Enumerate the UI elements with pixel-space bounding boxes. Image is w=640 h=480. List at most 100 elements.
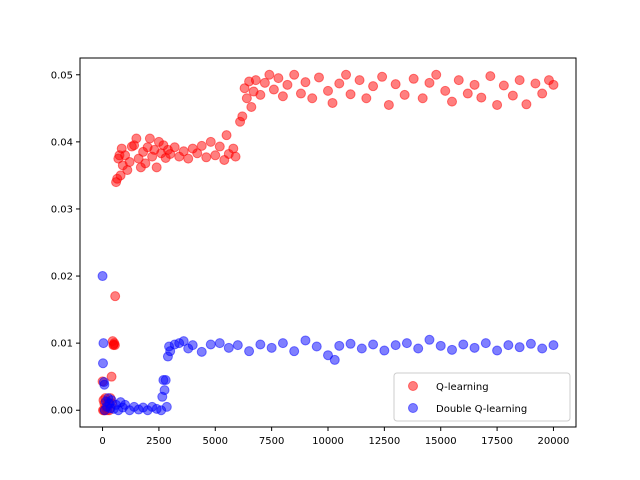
point-q-learning: [268, 84, 279, 95]
point-double-q-learning: [160, 375, 171, 386]
point-q-learning: [530, 78, 541, 89]
point-q-learning: [289, 69, 300, 80]
legend-marker-q-learning: [408, 381, 418, 391]
point-q-learning: [110, 291, 121, 302]
point-double-q-learning: [334, 340, 345, 351]
x-tick-label: 2500: [146, 436, 171, 447]
point-q-learning: [323, 85, 333, 96]
point-q-learning: [492, 99, 503, 110]
point-q-learning: [295, 88, 306, 99]
point-double-q-learning: [379, 345, 390, 356]
point-q-learning: [377, 71, 388, 82]
point-q-learning: [345, 89, 356, 100]
y-tick-label: 0.01: [51, 339, 73, 350]
point-double-q-learning: [289, 346, 300, 357]
point-double-q-learning: [99, 379, 110, 390]
point-q-learning: [361, 93, 372, 104]
point-double-q-learning: [368, 339, 379, 350]
point-double-q-learning: [196, 346, 207, 357]
point-q-learning: [246, 101, 257, 112]
point-double-q-learning: [311, 341, 322, 352]
point-q-learning: [447, 96, 457, 107]
point-double-q-learning: [480, 338, 491, 349]
point-q-learning: [201, 152, 212, 163]
point-q-learning: [476, 92, 487, 103]
point-q-learning: [106, 371, 117, 382]
point-q-learning: [390, 79, 401, 90]
x-tick-label: 12500: [368, 436, 400, 447]
point-q-learning: [124, 156, 135, 167]
point-double-q-learning: [329, 354, 340, 365]
point-q-learning: [255, 89, 266, 100]
point-double-q-learning: [232, 340, 243, 351]
point-q-learning: [210, 150, 221, 161]
point-q-learning: [144, 133, 155, 144]
point-double-q-learning: [97, 358, 108, 369]
y-axis: 0.00 0.01 0.02 0.03 0.04 0.05: [51, 70, 80, 417]
point-q-learning: [424, 77, 435, 88]
y-tick-label: 0.04: [51, 137, 73, 148]
point-double-q-learning: [244, 346, 255, 357]
legend-label-q-learning: Q-learning: [436, 382, 489, 393]
legend-label-double-q-learning: Double Q-learning: [436, 404, 527, 415]
point-double-q-learning: [178, 336, 189, 347]
point-q-learning: [196, 140, 207, 151]
x-tick-label: 7500: [259, 436, 284, 447]
point-double-q-learning: [277, 338, 288, 349]
point-q-learning: [548, 79, 559, 90]
point-q-learning: [354, 75, 365, 86]
point-double-q-learning: [214, 338, 225, 349]
point-double-q-learning: [97, 271, 108, 282]
point-double-q-learning: [413, 343, 424, 354]
point-double-q-learning: [514, 342, 525, 353]
point-double-q-learning: [424, 334, 435, 345]
point-q-learning: [205, 136, 216, 147]
point-double-q-learning: [390, 340, 401, 351]
legend-box: [393, 372, 571, 422]
point-double-q-learning: [266, 342, 277, 353]
point-double-q-learning: [447, 344, 457, 355]
point-q-learning: [183, 153, 194, 164]
point-double-q-learning: [255, 339, 266, 350]
point-q-learning: [273, 73, 284, 84]
point-q-learning: [498, 80, 509, 91]
point-q-learning: [277, 91, 288, 102]
point-double-q-learning: [503, 340, 514, 351]
y-tick-label: 0.05: [51, 70, 73, 81]
point-q-learning: [169, 142, 180, 153]
y-tick-label: 0.00: [51, 406, 73, 417]
point-q-learning: [307, 93, 318, 104]
y-tick-label: 0.02: [51, 272, 73, 283]
x-axis: 0 2500 5000 7500 10000 12500 15000 17500 20000: [99, 427, 569, 447]
point-q-learning: [221, 130, 232, 141]
point-q-learning: [327, 97, 338, 108]
point-double-q-learning: [187, 340, 198, 351]
point-q-learning: [521, 99, 532, 110]
x-tick-label: 5000: [203, 436, 228, 447]
point-double-q-learning: [159, 385, 170, 396]
point-double-q-learning: [492, 345, 503, 356]
point-q-learning: [300, 77, 311, 88]
point-q-learning: [440, 85, 451, 96]
point-q-learning: [313, 72, 324, 83]
x-tick-label: 15000: [425, 436, 457, 447]
point-q-learning: [250, 75, 261, 86]
points-layer: [97, 69, 559, 416]
x-tick-label: 20000: [538, 436, 570, 447]
point-q-learning: [537, 88, 548, 99]
x-tick-label: 10000: [312, 436, 344, 447]
point-q-learning: [237, 111, 248, 122]
point-q-learning: [368, 81, 379, 92]
point-double-q-learning: [525, 338, 536, 349]
x-tick-label: 0: [99, 436, 105, 447]
point-q-learning: [417, 93, 428, 104]
point-q-learning: [431, 69, 442, 80]
point-q-learning: [462, 88, 473, 99]
point-q-learning: [264, 69, 275, 80]
legend: Q-learning Double Q-learning: [393, 372, 571, 422]
point-double-q-learning: [161, 401, 172, 412]
point-q-learning: [341, 69, 352, 80]
point-q-learning: [469, 79, 480, 90]
legend-marker-double-q-learning: [408, 403, 418, 413]
